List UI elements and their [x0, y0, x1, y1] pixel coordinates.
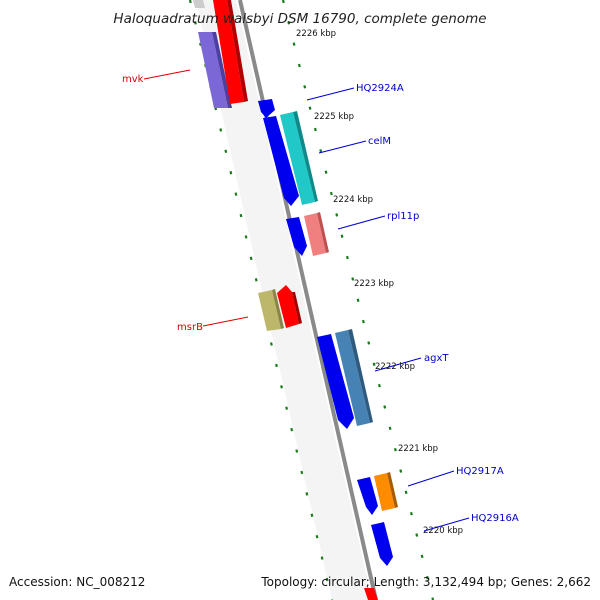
gene-arrow-celm [280, 111, 318, 205]
leader-msrb [202, 316, 249, 327]
tick-2220: 2220 kbp [423, 526, 463, 536]
gene-arrow-bottom [364, 588, 378, 600]
gene-arrow-agxt [335, 329, 373, 426]
backbone-line [238, 0, 378, 600]
gene-label-hq2916a: HQ2916A [471, 513, 519, 524]
gene-arrow-blue-4 [357, 477, 378, 515]
tick-2222: 2222 kbp [375, 362, 415, 372]
leader-rpl11p [337, 215, 386, 230]
map-title: Haloquadratum walsbyi DSM 16790, complet… [113, 11, 486, 27]
gene-arrow-hq2924a [258, 99, 275, 118]
leader-celm [318, 140, 367, 154]
gene-arrow-rpl11p [304, 212, 329, 256]
gene-arrow-khaki [258, 289, 284, 331]
gene-arrow-purple [198, 32, 232, 108]
gene-arrow-hq2916a [371, 522, 393, 566]
leader-hq2916a [423, 517, 470, 532]
gene-arrow-hq2917a [374, 472, 398, 511]
gene-arrow-mvk [213, 0, 248, 104]
tick-2224: 2224 kbp [333, 195, 373, 205]
tick-2225: 2225 kbp [314, 112, 354, 122]
leader-mvk [143, 69, 191, 80]
tick-2223: 2223 kbp [354, 279, 394, 289]
leader-agxt [374, 357, 422, 372]
gene-label-celm: celM [368, 136, 391, 147]
gene-arrow-msrb [277, 285, 302, 328]
gene-label-msrb: msrB [177, 322, 203, 333]
gene-label-hq2924a: HQ2924A [356, 83, 404, 94]
gene-arrow-blue-3 [317, 334, 354, 429]
tick-2226: 2226 kbp [296, 29, 336, 39]
gene-label-agxt: agxT [424, 353, 449, 364]
gc-dotted-line-right [281, 0, 435, 600]
accession-text: Accession: NC_008212 [9, 575, 145, 589]
gene-label-mvk: mvk [122, 74, 144, 85]
gene-label-hq2917a: HQ2917A [456, 466, 504, 477]
leader-hq2917a [407, 470, 455, 487]
gene-arrow-top-grey [193, 0, 205, 8]
tick-2221: 2221 kbp [398, 444, 438, 454]
topology-text: Topology: circular; Length: 3,132,494 bp… [260, 575, 591, 589]
gene-label-rpl11p: rpl11p [387, 211, 419, 222]
leader-hq2924a [306, 87, 355, 101]
gene-arrow-blue-2 [286, 217, 307, 256]
gene-arrow-blue-1 [263, 116, 299, 206]
